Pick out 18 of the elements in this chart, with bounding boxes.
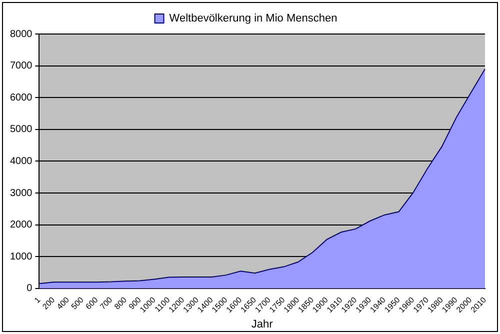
y-tick-label: 5000: [10, 124, 33, 136]
x-tick-label: 400: [55, 295, 72, 312]
y-tick-label: 4000: [10, 156, 33, 167]
x-tick-label: 1: [32, 295, 43, 305]
legend-label: Weltbevölkerung in Mio Menschen: [169, 12, 338, 25]
y-tick-label: 0: [26, 283, 33, 294]
x-tick-label: 600: [84, 295, 100, 312]
y-tick-label: 3000: [10, 188, 33, 199]
y-tick-label: 8000: [10, 28, 33, 40]
x-tick-label: 700: [98, 295, 114, 312]
y-tick-label: 6000: [10, 92, 33, 104]
x-tick-label: 500: [70, 295, 86, 312]
y-tick-label: 7000: [10, 60, 33, 72]
x-tick-label: 800: [112, 295, 129, 312]
y-tick-label: 1000: [10, 251, 33, 262]
x-axis-title: Jahr: [251, 318, 274, 330]
y-tick-label: 2000: [10, 220, 33, 231]
x-tick-label: 200: [40, 295, 57, 312]
